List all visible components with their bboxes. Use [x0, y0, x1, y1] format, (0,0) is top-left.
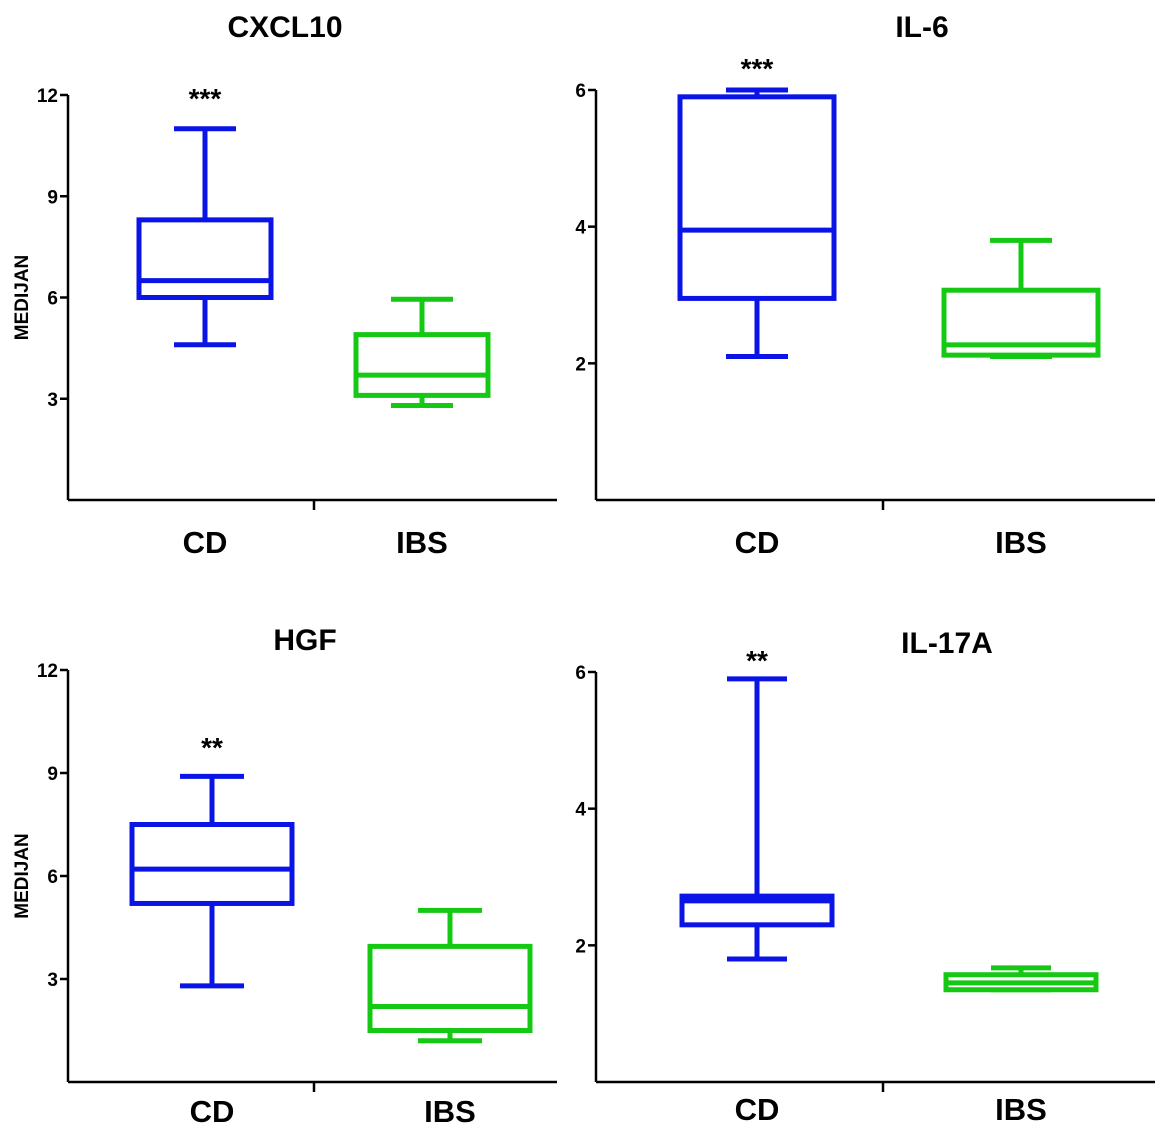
significance-marker: **	[746, 645, 768, 676]
chart-title: IL-17A	[901, 627, 993, 660]
box-cd: **	[679, 645, 835, 962]
x-category-label: IBS	[396, 525, 448, 560]
y-tick-label: 3	[47, 390, 58, 411]
interquartile-box	[136, 217, 274, 300]
y-axis-label: MEDIJAN	[12, 833, 33, 919]
box-cd: **	[129, 732, 295, 989]
chart-panel-3: HGF 3 6 9 12 MEDIJAN CD IBS **	[12, 624, 557, 1126]
chart-panel-2: IL-6 2 4 6 CD IBS ***	[575, 11, 1155, 560]
y-tick-label: 6	[47, 867, 58, 888]
x-category-label: IBS	[995, 525, 1047, 560]
box-ibs	[943, 965, 1099, 993]
significance-marker: ***	[741, 53, 774, 84]
y-tick-label: 12	[37, 661, 58, 682]
chart-panel-4: IL-17A 2 4 6 CD IBS **	[575, 627, 1155, 1126]
interquartile-box	[129, 822, 295, 906]
y-tick-label: 2	[575, 354, 586, 375]
chart-panel-1: CXCL10 3 6 9 12 MEDIJAN CD IBS ***	[12, 11, 557, 560]
x-category-label: CD	[183, 525, 228, 560]
y-tick-label: 4	[575, 800, 586, 821]
interquartile-box	[353, 332, 491, 398]
x-category-label: CD	[735, 525, 780, 560]
chart-title: HGF	[273, 624, 336, 657]
significance-marker: **	[201, 732, 223, 763]
x-category-label: IBS	[424, 1094, 476, 1126]
y-tick-label: 3	[47, 970, 58, 991]
x-category-label: CD	[190, 1094, 235, 1126]
box-ibs	[353, 296, 491, 408]
y-tick-label: 6	[575, 663, 586, 684]
box-ibs	[367, 907, 533, 1044]
x-category-label: IBS	[995, 1092, 1047, 1126]
box-cd: ***	[677, 53, 837, 359]
box-cd: ***	[136, 83, 274, 348]
chart-title: IL-6	[895, 11, 948, 44]
y-tick-label: 6	[47, 289, 58, 310]
y-tick-label: 9	[47, 187, 58, 208]
y-tick-label: 9	[47, 764, 58, 785]
significance-marker: ***	[189, 83, 222, 114]
x-category-label: CD	[735, 1092, 780, 1126]
y-tick-label: 12	[37, 86, 58, 107]
y-tick-label: 6	[575, 81, 586, 102]
chart-title: CXCL10	[227, 11, 342, 44]
interquartile-box	[367, 943, 533, 1034]
box-ibs	[941, 237, 1101, 359]
y-axis-label: MEDIJAN	[12, 255, 33, 341]
interquartile-box	[677, 94, 837, 301]
y-tick-label: 4	[575, 218, 586, 239]
y-tick-label: 2	[575, 936, 586, 957]
